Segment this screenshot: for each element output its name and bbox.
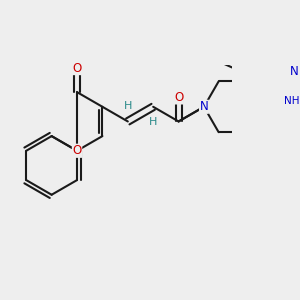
- Text: O: O: [72, 61, 82, 75]
- Text: H: H: [124, 101, 132, 111]
- Text: H: H: [149, 117, 158, 127]
- Text: N: N: [290, 65, 299, 78]
- Text: NH: NH: [284, 96, 299, 106]
- Text: O: O: [72, 144, 82, 157]
- Text: O: O: [174, 91, 183, 104]
- Text: N: N: [200, 100, 208, 113]
